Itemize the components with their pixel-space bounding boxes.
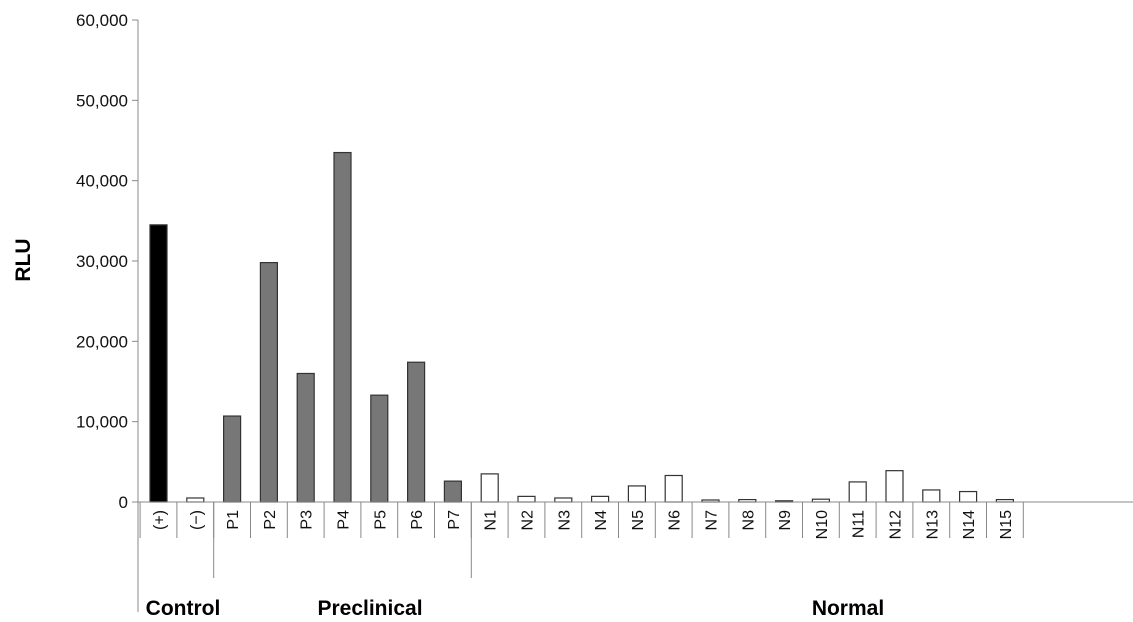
bar-P4 [333, 151, 352, 503]
x-tick-label: P7 [446, 510, 463, 530]
x-tick-label: N4 [593, 510, 610, 531]
x-tick-label: N12 [888, 510, 905, 539]
x-tick-label: N13 [924, 510, 941, 539]
x-tick-label: P2 [262, 510, 279, 530]
y-tick-label: 50,000 [76, 91, 128, 110]
y-tick-label: 20,000 [76, 332, 128, 351]
bar-(+) [149, 224, 168, 503]
group-label-normal: Normal [812, 597, 884, 620]
y-tick-label: 10,000 [76, 413, 128, 432]
bar-P1 [223, 415, 242, 503]
bar-N6 [664, 474, 683, 503]
bar-P6 [407, 361, 426, 503]
x-tick-label: N8 [740, 510, 757, 531]
bars [149, 151, 1015, 503]
y-axis-label: RLU [12, 238, 35, 281]
x-tick-label: P4 [336, 510, 353, 530]
bar-P7 [443, 480, 462, 503]
bar-P5 [370, 394, 389, 503]
bar-(−) [186, 497, 205, 503]
bar-N1 [480, 473, 499, 503]
y-axis: 0 10,000 20,000 30,000 40,000 50,000 60,000 [76, 11, 139, 512]
x-tick-label: P5 [372, 510, 389, 530]
x-axis: (+) (−) P1 P2 P3 P4 P5 P6 P7 N1 N2 N3 N4 N5 N6 N7 N8 N9 N1… [138, 501, 1133, 539]
x-tick-label: (+) [152, 510, 169, 530]
x-tick-label: N5 [630, 510, 647, 531]
group-label-control: Control [146, 597, 221, 620]
x-tick-label: P3 [299, 510, 316, 530]
x-tick-label: N7 [704, 510, 721, 531]
x-tick-label: N2 [520, 510, 537, 531]
x-tick-label: N15 [998, 510, 1015, 539]
bar-N3 [554, 497, 573, 503]
x-tick-label: N1 [483, 510, 500, 531]
group-labels: Control Preclinical Normal [137, 502, 884, 620]
bar-N13 [922, 489, 941, 503]
x-tick-label: N10 [814, 510, 831, 539]
group-label-preclinical: Preclinical [317, 597, 422, 620]
x-tick-label: (−) [188, 510, 205, 530]
bar-N12 [885, 470, 904, 503]
x-tick-label: N9 [777, 510, 794, 531]
x-tick-label: N6 [667, 510, 684, 531]
bar-N5 [627, 485, 647, 503]
y-tick-label: 30,000 [76, 252, 128, 271]
bar-N4 [590, 495, 610, 503]
bar-P3 [296, 372, 315, 503]
y-tick-label: 60,000 [76, 11, 128, 30]
x-tick-label: N3 [556, 510, 573, 531]
x-tick-label: N11 [851, 510, 868, 538]
bar-P2 [259, 262, 278, 503]
y-tick-label: 40,000 [76, 172, 128, 191]
x-tick-label: N14 [961, 510, 978, 539]
bar-N2 [517, 495, 536, 503]
bar-N14 [958, 490, 978, 503]
x-tick-label: P6 [409, 510, 426, 530]
x-tick-label: P1 [225, 510, 242, 530]
y-tick-label: 0 [119, 493, 128, 512]
bar-N11 [848, 481, 867, 503]
